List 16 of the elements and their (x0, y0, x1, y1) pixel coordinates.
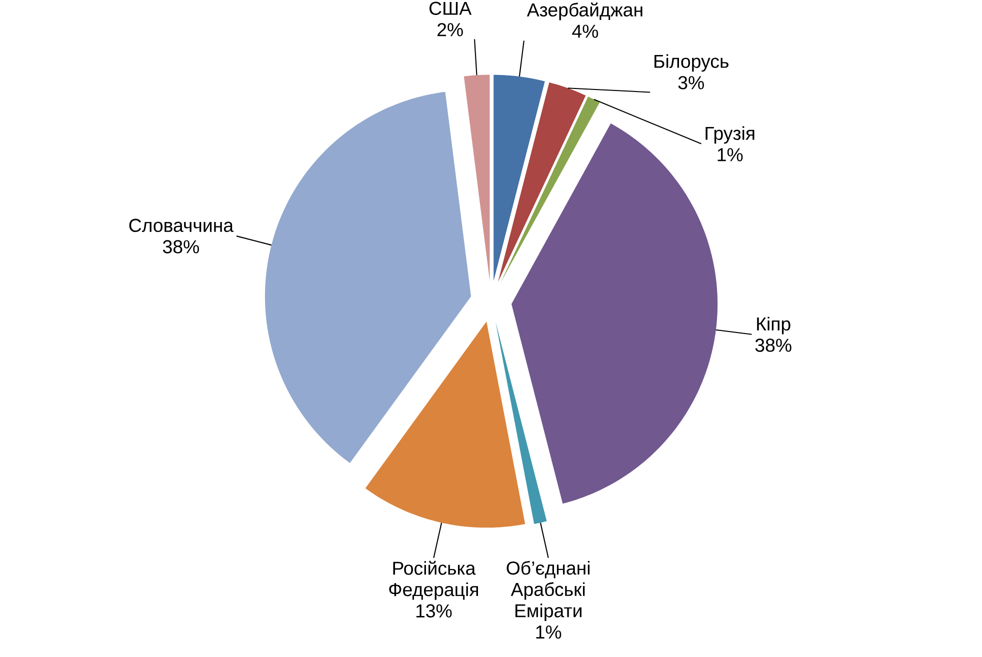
data-label: 2% (438, 23, 463, 36)
data-label: 1% (536, 626, 562, 639)
slice-label: США (429, 2, 472, 15)
slice-label: Кіпр (757, 316, 790, 334)
slice-label: Білорусь (654, 54, 728, 72)
data-label: 1% (718, 148, 743, 162)
slice-label: Словаччина (129, 218, 234, 232)
data-label: 3% (678, 76, 704, 90)
slice-label: Об’єднані Арабські Емірати (506, 560, 590, 622)
data-label: 13% (416, 604, 452, 618)
slice-label: Азербайджан (526, 2, 642, 20)
slice-label: Грузія (706, 126, 754, 144)
data-label: 38% (162, 240, 199, 254)
data-label: 4% (572, 24, 598, 38)
slice-label: Російська Федерація (389, 560, 478, 600)
data-label: 38% (755, 338, 792, 352)
